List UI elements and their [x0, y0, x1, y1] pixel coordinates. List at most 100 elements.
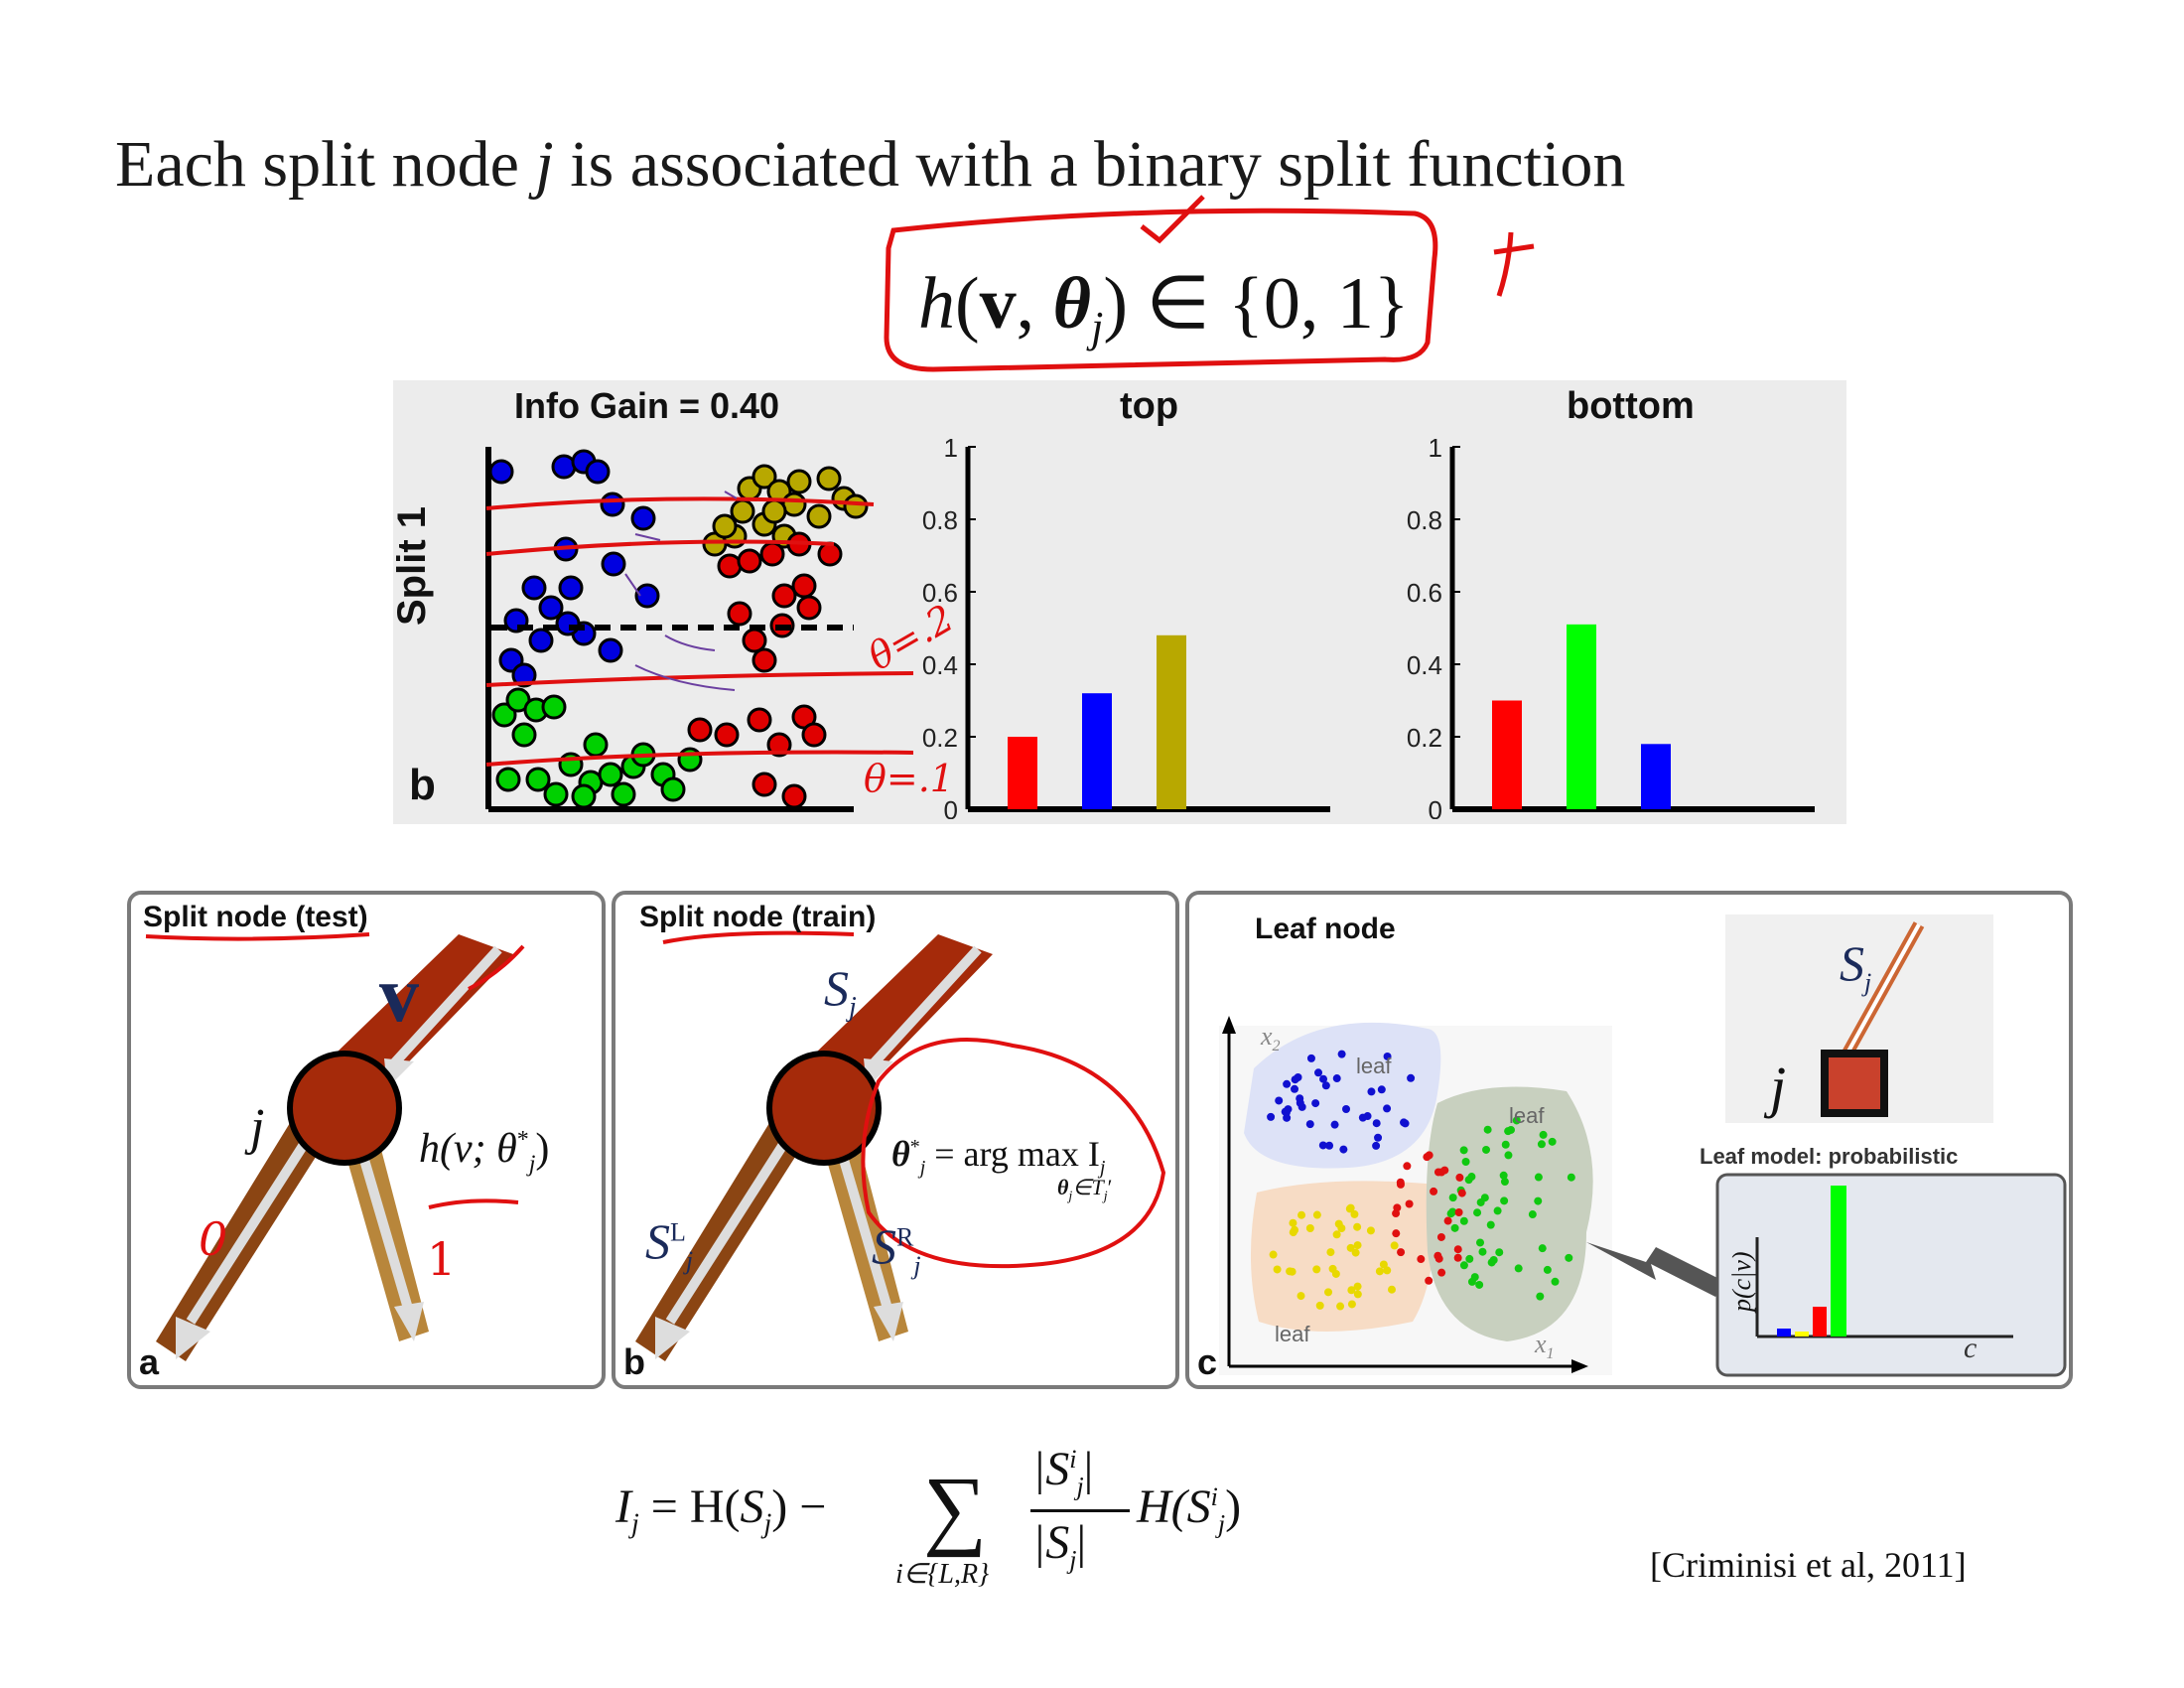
- leaf-point: [1500, 1178, 1509, 1187]
- bar-tick-label: 1: [944, 437, 958, 463]
- split-function-formula: h(v, θj) ∈ {0, 1}: [918, 263, 1410, 352]
- leaf-point: [1383, 1266, 1392, 1275]
- leaf-point: [1543, 1265, 1552, 1274]
- scatter-point: [712, 513, 738, 539]
- scatter-point: [817, 541, 843, 567]
- leaf-point: [1480, 1194, 1489, 1202]
- leaf-point: [1417, 1255, 1426, 1264]
- bar-2: [1641, 744, 1671, 809]
- leaf-point: [1283, 1079, 1292, 1088]
- leaf-point: [1326, 1248, 1335, 1257]
- leaf-point: [1392, 1229, 1401, 1238]
- scatter-point: [660, 776, 686, 802]
- leaf-point: [1434, 1254, 1443, 1263]
- bar-tick-label: 0.4: [922, 650, 958, 680]
- scatter-point: [806, 503, 832, 529]
- leaf-point: [1473, 1208, 1482, 1217]
- leaf-point: [1450, 1223, 1459, 1232]
- leaf-point: [1440, 1166, 1449, 1175]
- leaf-point: [1437, 1268, 1446, 1277]
- panel-c-letter: c: [1197, 1341, 1218, 1382]
- citation: [Criminisi et al, 2011]: [1650, 1545, 1967, 1585]
- leaf-point: [1489, 1255, 1498, 1264]
- scatter-point: [511, 722, 537, 748]
- annotation-theta-1: θ=.1: [864, 757, 954, 800]
- leaf-point: [1314, 1068, 1323, 1077]
- leaf-point: [1454, 1207, 1463, 1216]
- panel-a-letter: a: [139, 1341, 160, 1382]
- heading-text: Each split node j is associated with a b…: [115, 128, 1626, 201]
- panel-b-S: Sj: [824, 960, 857, 1023]
- leaf-point: [1396, 1180, 1405, 1189]
- scatter-plot: [485, 447, 913, 812]
- leaf-point: [1374, 1133, 1383, 1142]
- leaf-point: [1467, 1277, 1476, 1286]
- leaf-point: [1321, 1081, 1330, 1090]
- scatter-point: [528, 628, 554, 653]
- scatter-point: [801, 722, 827, 748]
- scatter-point: [541, 694, 567, 720]
- chart-title-top: top: [1120, 385, 1179, 427]
- axis-x2: x2: [1261, 1022, 1281, 1055]
- scatter-point: [791, 573, 817, 599]
- scatter-point: [687, 717, 713, 743]
- leaf-point: [1351, 1248, 1360, 1257]
- chart-ylabel-split: Split 1: [390, 505, 434, 626]
- leaf-point: [1288, 1267, 1297, 1276]
- panel-split-node-test: Split node (test) v j h(v; θ*j) a 0 1: [127, 891, 606, 1389]
- panel-split-node-train: Split node (train) Sj SLj SRj θ*j = arg …: [612, 891, 1179, 1389]
- scatter-point: [796, 595, 822, 621]
- bar-tick-label: 0.8: [922, 505, 958, 535]
- scatter-point: [630, 505, 656, 531]
- leaf-point: [1315, 1301, 1324, 1310]
- leaf-point: [1397, 1248, 1406, 1257]
- panel-b-argmax: θ*j = arg max Ij: [891, 1134, 1106, 1180]
- leaf-point: [1455, 1173, 1464, 1182]
- panel-a-v: v: [379, 951, 419, 1039]
- leaf-point: [1318, 1141, 1327, 1150]
- leaf-point: [1390, 1241, 1399, 1250]
- leaf-point: [1443, 1216, 1452, 1225]
- scatter-point: [583, 732, 609, 758]
- leaf-point: [1430, 1187, 1438, 1196]
- leaf-point: [1436, 1232, 1445, 1241]
- leaf-point: [1453, 1245, 1462, 1254]
- scatter-point: [558, 575, 584, 601]
- leaf-point: [1478, 1247, 1487, 1256]
- leaf-point: [1325, 1141, 1334, 1150]
- leaf-point: [1425, 1151, 1433, 1160]
- bar-tick-label: 0.6: [922, 578, 958, 608]
- leaf-point: [1346, 1203, 1355, 1212]
- leaf-point: [1534, 1173, 1543, 1182]
- scatter-point: [571, 783, 597, 809]
- leaf-point: [1495, 1248, 1504, 1257]
- leaf-point: [1551, 1277, 1560, 1286]
- chart-title-info-gain: Info Gain = 0.40: [514, 385, 780, 426]
- panel-a-title: Split node (test): [143, 901, 368, 933]
- leaf-point: [1353, 1290, 1362, 1299]
- leaf-point: [1383, 1104, 1392, 1113]
- bar-tick-label: 0.6: [1407, 578, 1442, 608]
- leaf-point: [1339, 1145, 1348, 1154]
- leaf-point: [1534, 1196, 1543, 1205]
- scatter-point: [555, 611, 581, 636]
- leaf-point: [1536, 1292, 1545, 1301]
- leaf-point: [1347, 1300, 1356, 1309]
- scatter-point: [521, 575, 547, 601]
- leaf-point: [1291, 1084, 1299, 1093]
- bar-2: [1157, 634, 1186, 809]
- leaf-point: [1358, 1113, 1367, 1122]
- scatter-point: [491, 702, 517, 728]
- leaf-label-2: leaf: [1509, 1103, 1545, 1128]
- panel-b-argmax-under: θj∈Tj′: [1057, 1175, 1113, 1204]
- leaf-point: [1312, 1210, 1321, 1219]
- leaf-point: [1377, 1085, 1386, 1094]
- leaf-point: [1500, 1196, 1509, 1205]
- bar-1: [1567, 624, 1596, 809]
- annotation-zero: 0: [199, 1212, 228, 1266]
- leaf-point: [1372, 1119, 1381, 1128]
- bar-tick-label: 0.2: [1407, 723, 1442, 753]
- leaf-point: [1332, 1230, 1341, 1239]
- leaf-point: [1330, 1120, 1339, 1129]
